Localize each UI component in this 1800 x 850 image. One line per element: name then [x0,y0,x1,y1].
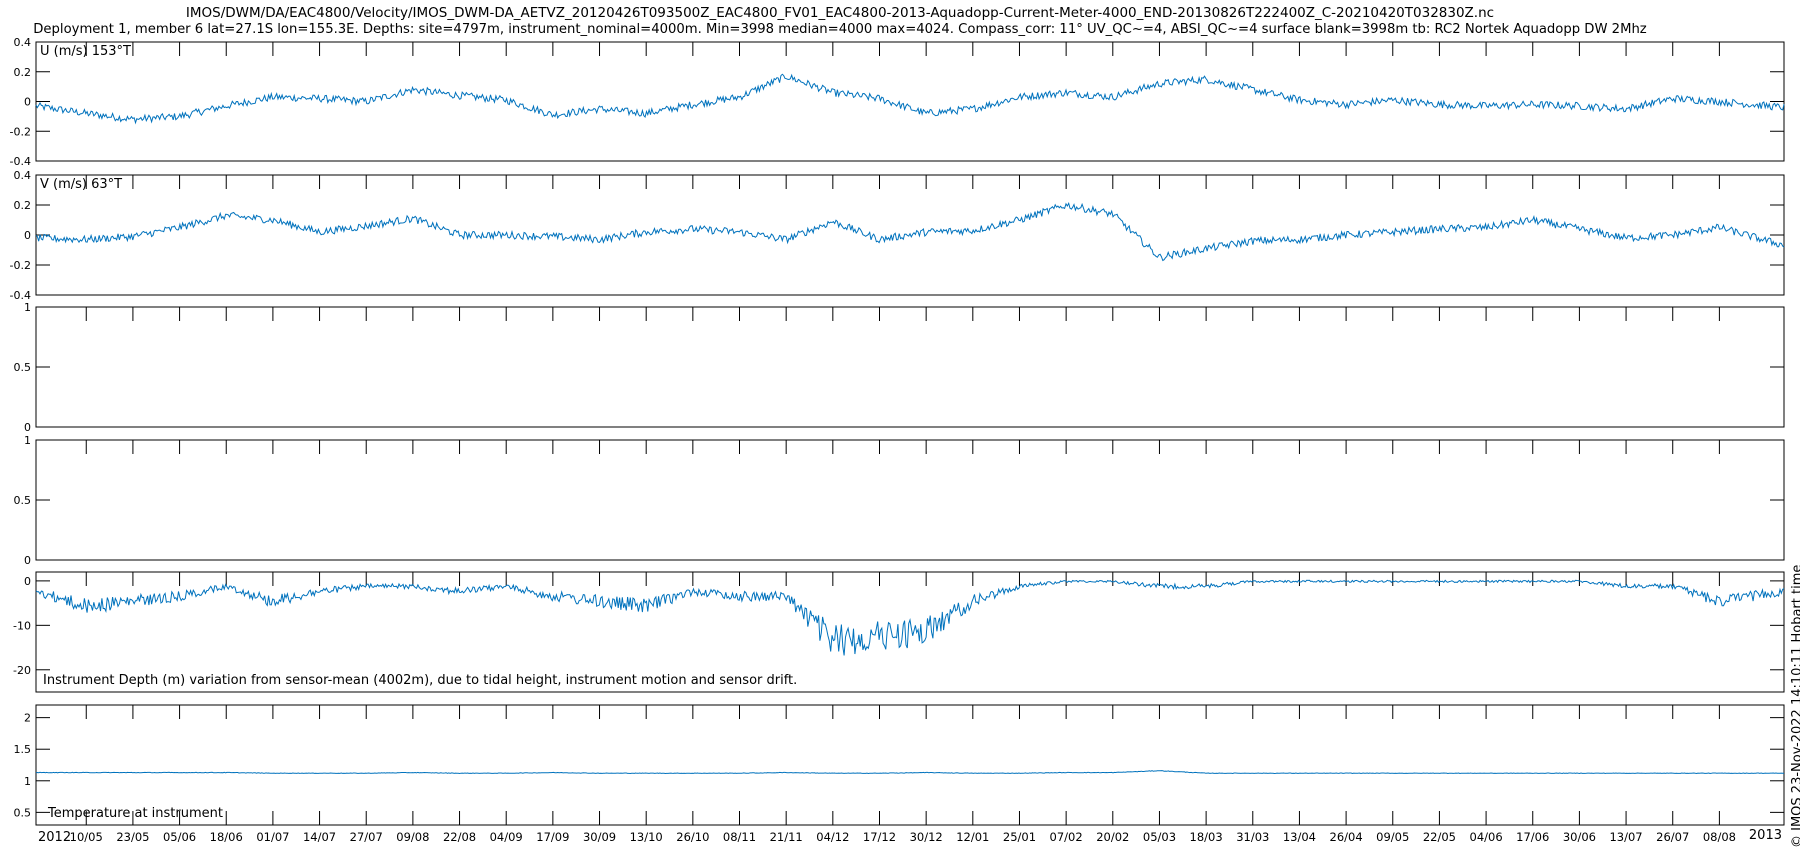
x-tick-label: 17/09 [536,830,569,844]
series-line-u-velocity [35,73,1785,125]
x-tick-label: 01/07 [256,830,289,844]
x-tick-label: 04/12 [816,830,849,844]
y-tick-label: 0.2 [14,199,32,212]
x-end-year-label: 2013 [1749,828,1782,843]
x-tick-label: 09/08 [396,830,429,844]
y-tick-label: 0.5 [14,494,32,507]
figure-title-file-path: IMOS/DWM/DA/EAC4800/Velocity/IMOS_DWM-DA… [185,5,1495,21]
x-tick-label: 05/06 [163,830,196,844]
x-tick-label: 30/09 [583,830,616,844]
imos-timestamp-label: © IMOS 23-Nov-2022 14:10:11 Hobart time [1790,564,1800,848]
panel-frame-depth-variation [35,571,1785,693]
y-tick-label: 2 [24,712,31,725]
y-tick-label: 0 [24,421,31,434]
x-tick-label: 27/07 [350,830,383,844]
x-tick-label: 04/06 [1470,830,1503,844]
x-tick-label: 18/06 [210,830,243,844]
x-tick-label: 31/03 [1236,830,1269,844]
x-tick-label: 26/07 [1656,830,1689,844]
y-tick-label: 0.4 [14,169,32,182]
x-tick-label: 09/05 [1376,830,1409,844]
x-tick-label: 20/02 [1096,830,1129,844]
series-line-temperature [35,770,1785,775]
x-tick-label: 30/06 [1563,830,1596,844]
y-tick-label: 1 [24,775,31,788]
panel-frame-temperature [35,704,1785,826]
panel-label-u-velocity: U (m/s) 153°T [40,44,131,59]
y-tick-label: 0 [24,96,31,109]
x-tick-label: 12/01 [956,830,989,844]
x-tick-label: 08/11 [723,830,756,844]
x-tick-label: 22/05 [1423,830,1456,844]
panel-frame-empty-4 [35,439,1785,561]
x-tick-label: 26/04 [1330,830,1363,844]
series-line-depth-variation [35,579,1785,656]
x-tick-label: 05/03 [1143,830,1176,844]
panel-frame-empty-3 [35,306,1785,428]
y-tick-label: -0.2 [10,125,31,138]
y-tick-label: 0 [24,575,31,588]
x-tick-label: 10/05 [70,830,103,844]
y-tick-label: 1 [24,301,31,314]
y-tick-label: 1.5 [14,743,32,756]
y-tick-label: 0.5 [14,361,32,374]
panel-annotation-depth-variation: Instrument Depth (m) variation from sens… [43,673,797,688]
y-tick-label: -10 [13,619,31,632]
x-tick-label: 18/03 [1190,830,1223,844]
x-tick-label: 13/07 [1609,830,1642,844]
x-tick-label: 13/10 [630,830,663,844]
x-tick-label: 25/01 [1003,830,1036,844]
x-tick-label: 13/04 [1283,830,1316,844]
x-start-year-label: 2012 [38,830,71,845]
x-tick-label: 17/06 [1516,830,1549,844]
y-tick-label: 1 [24,434,31,447]
y-tick-label: 0.5 [14,806,32,819]
y-tick-label: -0.2 [10,259,31,272]
series-line-v-velocity [35,202,1785,262]
y-tick-label: 0 [24,229,31,242]
x-tick-label: 14/07 [303,830,336,844]
panel-frame-u-velocity [35,41,1785,162]
x-tick-label: 22/08 [443,830,476,844]
x-tick-label: 30/12 [910,830,943,844]
figure-subtitle-deployment-info: Deployment 1, member 6 lat=27.1S lon=155… [33,22,1647,37]
y-tick-label: 0.2 [14,66,32,79]
x-tick-label: 23/05 [116,830,149,844]
x-tick-label: 07/02 [1050,830,1083,844]
y-tick-label: 0.4 [14,36,32,49]
y-tick-label: -0.4 [10,289,31,302]
x-tick-label: 04/09 [490,830,523,844]
y-tick-label: 0 [24,554,31,567]
y-tick-label: -20 [13,664,31,677]
panel-label-v-velocity: V (m/s) 63°T [40,177,122,192]
x-tick-label: 21/11 [770,830,803,844]
x-tick-label: 26/10 [676,830,709,844]
panel-annotation-temperature: Temperature at instrument [47,806,223,821]
x-tick-label: 17/12 [863,830,896,844]
y-tick-label: -0.4 [10,155,31,168]
x-tick-label: 08/08 [1703,830,1736,844]
